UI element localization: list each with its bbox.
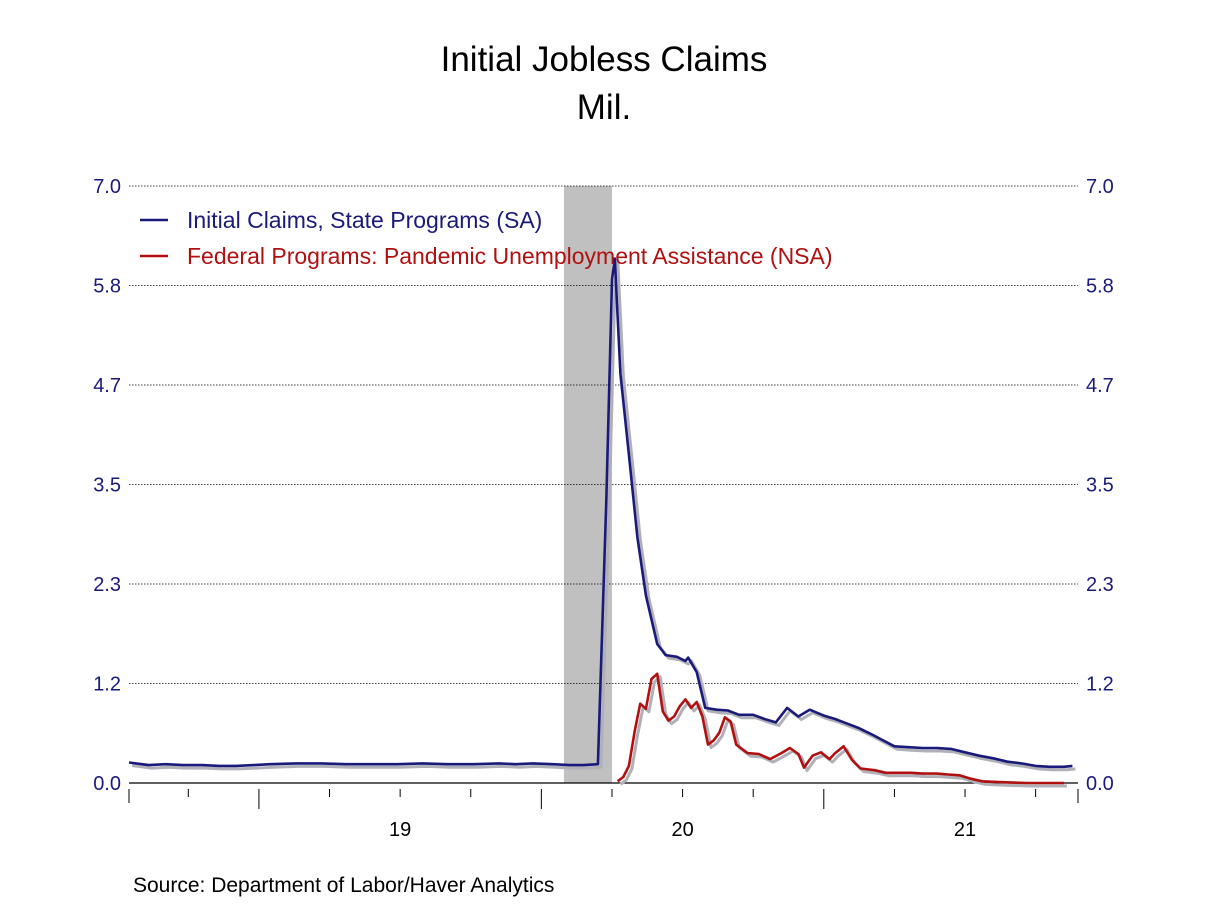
source-note: Source: Department of Labor/Haver Analyt… (133, 874, 555, 897)
y-tick-label-left: 7.0 (93, 176, 121, 198)
x-tick-label: 19 (389, 819, 411, 841)
y-tick-label-left: 5.8 (93, 276, 121, 298)
chart-subtitle: Mil. (576, 88, 632, 127)
chart-plot: 7.0 7.0 5.8 5.8 4.7 4.7 3.5 3.5 2.3 2.3 1.2 1.2 0.0 0… (93, 176, 1114, 841)
y-tick-label-right: 1.2 (1086, 673, 1114, 695)
legend-label: Federal Programs: Pandemic Unemployment … (187, 243, 833, 269)
y-tick-label-left: 2.3 (93, 574, 121, 596)
series-shadow (619, 675, 1067, 788)
y-tick-label-right: 5.8 (1086, 276, 1114, 298)
series-line-state-claims (128, 257, 1073, 769)
y-tick-label-right: 2.3 (1086, 574, 1114, 596)
y-tick-label-left: 4.7 (93, 375, 121, 397)
chart-title: Initial Jobless Claims (440, 40, 768, 79)
y-tick-label-right: 0.0 (1086, 773, 1114, 795)
y-tick-label-right: 4.7 (1086, 375, 1114, 397)
legend-label: Initial Claims, State Programs (SA) (187, 207, 542, 233)
series-shadow (131, 260, 1076, 772)
y-tick-label-left: 3.5 (93, 475, 121, 497)
y-tick-label-right: 7.0 (1086, 176, 1114, 198)
x-tick-label: 20 (671, 819, 693, 841)
y-tick-label-right: 3.5 (1086, 475, 1114, 497)
series-line-pua-claims (616, 672, 1064, 785)
y-tick-label-left: 0.0 (93, 773, 121, 795)
x-tick-label: 21 (954, 819, 976, 841)
y-tick-label-left: 1.2 (93, 673, 121, 695)
